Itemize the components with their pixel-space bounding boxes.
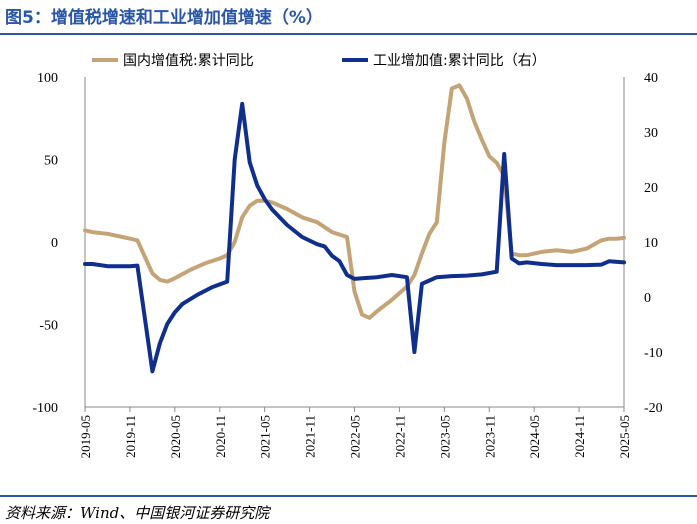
x-tick-label: 2024-05 [527, 415, 542, 458]
right-tick-label: 20 [644, 181, 658, 196]
left-tick-label: -50 [39, 319, 58, 334]
left-tick-label: 0 [51, 236, 58, 251]
figure-title: 图5：增值税增速和工业增加值增速（%） [5, 8, 323, 28]
right-tick-label: 30 [644, 126, 658, 141]
x-tick-label: 2021-11 [303, 415, 318, 458]
legend-label-vat: 国内增值税:累计同比 [123, 53, 254, 69]
left-tick-label: -100 [32, 401, 58, 416]
series-line-industrial [83, 101, 626, 374]
bottom-divider [0, 495, 697, 497]
x-tick-label: 2025-05 [617, 415, 632, 458]
x-tick-label: 2023-11 [482, 415, 497, 458]
right-tick-label: -20 [644, 401, 663, 416]
right-tick-label: 10 [644, 236, 658, 251]
right-tick-label: 0 [644, 291, 651, 306]
right-tick-label: 40 [644, 71, 658, 86]
left-tick-label: 100 [37, 71, 58, 86]
x-tick-label: 2023-05 [437, 415, 452, 458]
source-note: 资料来源：Wind、中国银河证券研究院 [5, 504, 270, 522]
series-line-vat [83, 83, 626, 320]
x-tick-label: 2022-11 [392, 415, 407, 458]
legend: 国内增值税:累计同比 工业增加值:累计同比（右） [92, 53, 546, 69]
x-tick-label: 2020-05 [168, 415, 183, 458]
left-tick-label: 50 [44, 154, 58, 169]
legend-label-industrial: 工业增加值:累计同比（右） [373, 53, 546, 69]
right-tick-label: -10 [644, 346, 663, 361]
x-tick-label: 2020-11 [213, 415, 228, 458]
x-tick-label: 2021-05 [258, 415, 273, 458]
series-layer [83, 83, 626, 374]
x-tick-label: 2019-11 [123, 415, 138, 458]
title-divider [0, 33, 697, 35]
x-tick-label: 2019-05 [78, 415, 93, 458]
x-tick-label: 2024-11 [572, 415, 587, 458]
x-tick-label: 2022-05 [348, 415, 363, 458]
